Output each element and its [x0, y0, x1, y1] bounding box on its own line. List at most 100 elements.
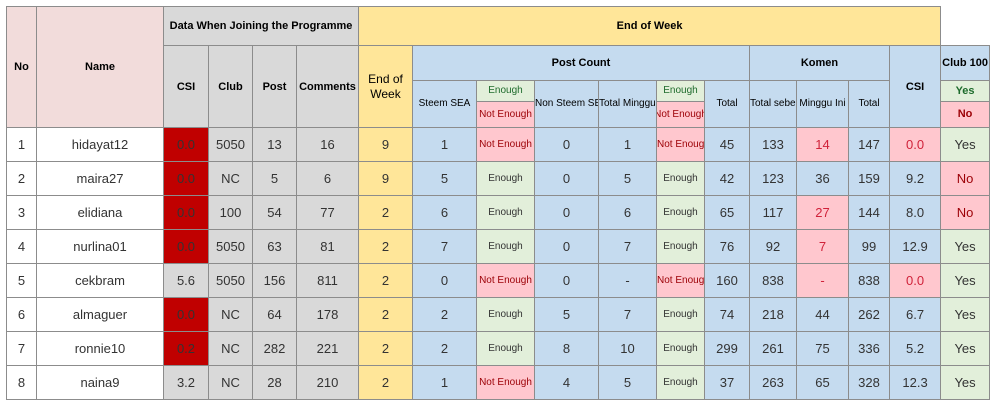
header-post-count: Post Count — [412, 45, 750, 81]
row-steem-status: Enough — [476, 297, 535, 332]
row-total-minggu-ini: 10 — [598, 331, 657, 366]
header-csi-end: CSI — [888, 45, 942, 128]
header-komen-total: Total — [848, 80, 890, 128]
row-no: 7 — [6, 331, 37, 366]
row-end-of-week: 2 — [358, 229, 413, 264]
header-total-minggu-ini: Total Minggu Ini — [598, 80, 657, 128]
row-total-minggu-ini: 1 — [598, 127, 657, 162]
header-total-sebelumnya: Total sebelum nya — [749, 80, 797, 128]
header-post: Post — [252, 45, 297, 128]
row-no: 2 — [6, 161, 37, 196]
row-no: 3 — [6, 195, 37, 230]
row-csi: 0.2 — [163, 331, 209, 366]
row-name: elidiana — [36, 195, 164, 230]
row-minggu-status: Enough — [656, 365, 705, 400]
row-steem-sea: 5 — [412, 161, 477, 196]
row-steem-sea: 1 — [412, 127, 477, 162]
club-report-table: No Name Data When Joining the Programme … — [6, 6, 990, 400]
row-steem-status: Enough — [476, 331, 535, 366]
row-comments: 77 — [296, 195, 359, 230]
row-minggu-ini: 7 — [796, 229, 849, 264]
table-row: 3 elidiana 0.0 100 54 77 2 6 Enough 0 6 Enough 65 117… — [6, 195, 990, 230]
row-non-steem-sea: 8 — [534, 331, 599, 366]
header-club100-legend: Yes No — [940, 80, 990, 128]
row-non-steem-sea: 4 — [534, 365, 599, 400]
row-minggu-status: Not Enough — [656, 127, 705, 162]
row-post: 5 — [252, 161, 297, 196]
row-end-of-week: 2 — [358, 263, 413, 298]
table-row: 6 almaguer 0.0 NC 64 178 2 2 Enough 5 7 Enough 74 218… — [6, 297, 990, 332]
row-csi: 0.0 — [163, 297, 209, 332]
row-club: NC — [208, 331, 253, 366]
row-minggu-ini: 14 — [796, 127, 849, 162]
row-non-steem-sea: 5 — [534, 297, 599, 332]
table-row: 4 nurlina01 0.0 5050 63 81 2 7 Enough 0 7 Enough 76 9… — [6, 229, 990, 264]
row-club: NC — [208, 297, 253, 332]
row-club: NC — [208, 365, 253, 400]
row-total-minggu-ini: 7 — [598, 297, 657, 332]
header-minggu-ini: Minggu Ini — [796, 80, 849, 128]
header-joining-group: Data When Joining the Programme — [163, 6, 359, 46]
row-steem-status: Not Enough — [476, 263, 535, 298]
row-end-of-week: 2 — [358, 365, 413, 400]
row-post: 156 — [252, 263, 297, 298]
header-csi: CSI — [163, 45, 209, 128]
row-total: 160 — [704, 263, 750, 298]
table-row: 8 naina9 3.2 NC 28 210 2 1 Not Enough 4 5 Enough 37 2… — [6, 365, 990, 400]
row-csi: 3.2 — [163, 365, 209, 400]
row-total: 74 — [704, 297, 750, 332]
data-rows: 1 hidayat12 0.0 5050 13 16 9 1 Not Enough 0 1 Not E… — [6, 127, 990, 400]
row-total-sebelumnya: 838 — [749, 263, 797, 298]
row-no: 6 — [6, 297, 37, 332]
row-komen-total: 262 — [848, 297, 890, 332]
row-minggu-status: Enough — [656, 161, 705, 196]
row-komen-total: 336 — [848, 331, 890, 366]
row-csi: 0.0 — [163, 161, 209, 196]
header-club100: Club 100 — [940, 45, 990, 81]
row-csi: 0.0 — [163, 195, 209, 230]
row-total-minggu-ini: - — [598, 263, 657, 298]
row-total-sebelumnya: 117 — [749, 195, 797, 230]
row-minggu-status: Enough — [656, 229, 705, 264]
row-csi-end: 5.2 — [888, 331, 942, 366]
row-steem-sea: 6 — [412, 195, 477, 230]
row-post: 54 — [252, 195, 297, 230]
row-total-sebelumnya: 133 — [749, 127, 797, 162]
row-total: 42 — [704, 161, 750, 196]
row-name: almaguer — [36, 297, 164, 332]
row-post: 63 — [252, 229, 297, 264]
table-row: 5 cekbram 5.6 5050 156 811 2 0 Not Enough 0- Not E… — [6, 263, 990, 298]
row-non-steem-sea: 0 — [534, 161, 599, 196]
legend-not-enough: Not Enough — [477, 102, 534, 127]
row-non-steem-sea: 0 — [534, 229, 599, 264]
row-minggu-ini: 36 — [796, 161, 849, 196]
row-csi-end: 12.3 — [888, 365, 942, 400]
legend-enough-2: Enough — [657, 81, 704, 102]
row-no: 8 — [6, 365, 37, 400]
row-total-sebelumnya: 261 — [749, 331, 797, 366]
row-club: 5050 — [208, 263, 253, 298]
row-minggu-ini: 27 — [796, 195, 849, 230]
row-steem-status: Not Enough — [476, 127, 535, 162]
row-total: 299 — [704, 331, 750, 366]
table-row: 2 maira27 0.0 NC 5 6 9 5 Enough 0 5 Enough 42 123 36 15… — [6, 161, 990, 196]
row-minggu-ini: 65 — [796, 365, 849, 400]
row-csi-end: 0.0 — [888, 127, 942, 162]
row-minggu-ini: 44 — [796, 297, 849, 332]
row-club100: No — [940, 195, 990, 230]
header-comments: Comments — [296, 45, 359, 128]
row-comments: 16 — [296, 127, 359, 162]
table-row: 1 hidayat12 0.0 5050 13 16 9 1 Not Enough 0 1 Not E… — [6, 127, 990, 162]
row-post: 28 — [252, 365, 297, 400]
row-total-sebelumnya: 123 — [749, 161, 797, 196]
row-no: 4 — [6, 229, 37, 264]
row-no: 1 — [6, 127, 37, 162]
row-total: 45 — [704, 127, 750, 162]
row-steem-status: Not Enough — [476, 365, 535, 400]
header-steem-sea: Steem SEA — [412, 80, 477, 128]
row-club100: No — [940, 161, 990, 196]
row-club100: Yes — [940, 127, 990, 162]
header-no: No — [6, 6, 37, 128]
row-club100: Yes — [940, 297, 990, 332]
legend-not-enough-2: Not Enough — [657, 102, 704, 127]
